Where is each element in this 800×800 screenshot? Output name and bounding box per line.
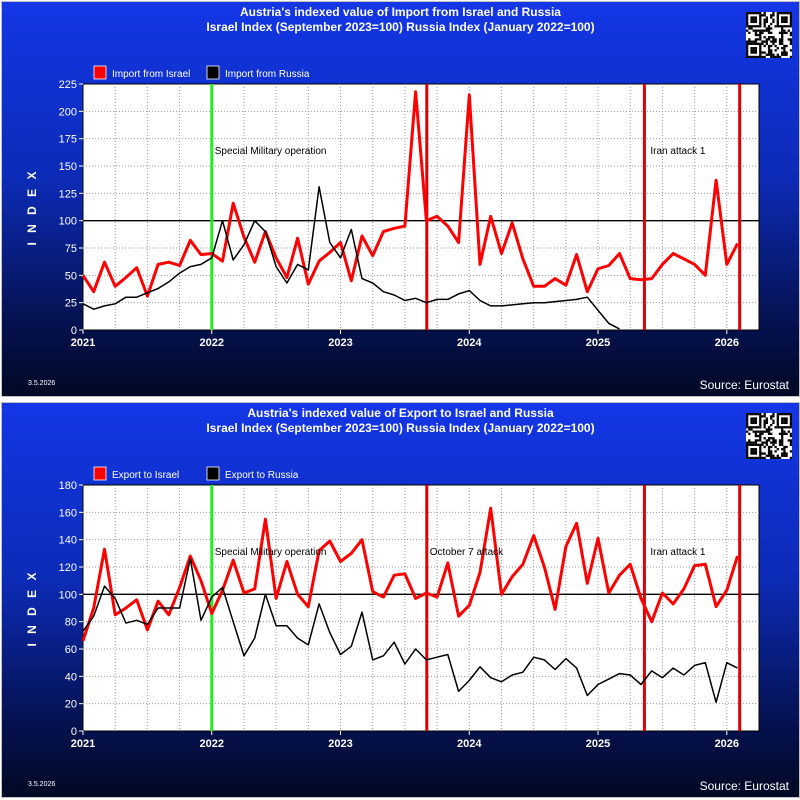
x-tick-label: 2021: [71, 738, 95, 750]
export-chart-svg: Special Military operation October 7 atta…: [25, 466, 760, 750]
legend-entry: Import from Russia: [225, 69, 310, 80]
y-tick-label: 225: [59, 79, 77, 91]
series-line-israel: [81, 506, 739, 642]
event-annotation: October 7 attack: [430, 547, 504, 558]
x-tick-label: 2025: [586, 738, 610, 750]
event-annotation: Iran attack 1: [650, 547, 705, 558]
y-tick-label: 60: [65, 644, 77, 656]
source-label: Source: Eurostat: [699, 779, 789, 793]
legend-entry: Export to Russia: [225, 470, 299, 481]
y-axis-label: I N D E X: [25, 569, 39, 646]
legend-swatch: [93, 65, 107, 80]
x-tick-label: 2026: [715, 337, 739, 349]
chart-subtitle: Israel Index (September 2023=100) Russia…: [206, 20, 595, 34]
y-tick-label: 0: [71, 325, 77, 337]
y-tick-label: 80: [65, 617, 77, 629]
x-tick-label: 2025: [586, 337, 610, 349]
event-annotation: Iran attack 1: [650, 146, 705, 157]
legend-entry: Import from Israel: [112, 69, 190, 80]
qr-code-icon: [746, 413, 792, 459]
y-tick-label: 0: [71, 726, 77, 738]
plot-area: [82, 83, 760, 331]
legend: Import from Israel Import from Russia: [93, 65, 310, 80]
x-tick-label: 2023: [328, 738, 352, 750]
export-chart-panel: Austria's indexed value of Export to Isr…: [1, 402, 800, 798]
grid-lines: [83, 84, 759, 330]
source-label: Source: Eurostat: [699, 378, 789, 392]
chart-title: Austria's indexed value of Export to Isr…: [247, 406, 554, 420]
series-line-russia: [82, 186, 620, 330]
x-tick-label: 2022: [200, 337, 224, 349]
series-line-israel: [81, 90, 739, 298]
y-tick-label: 75: [65, 243, 77, 255]
x-tick-label: 2021: [71, 337, 95, 349]
x-tick-label: 2023: [328, 337, 352, 349]
y-tick-label: 125: [59, 188, 77, 200]
y-tick-label: 160: [59, 507, 77, 519]
x-tick-label: 2024: [457, 738, 482, 750]
series-line-russia: [82, 558, 738, 704]
x-tick-label: 2026: [715, 738, 739, 750]
event-annotation: Special Military operation: [215, 547, 327, 558]
event-annotation: Special Military operation: [215, 146, 327, 157]
import-chart-panel: Austria's indexed value of Import from I…: [1, 1, 800, 397]
y-tick-label: 180: [59, 480, 77, 492]
y-tick-label: 140: [59, 535, 77, 547]
y-tick-label: 150: [59, 161, 77, 173]
import-chart-svg: Special Military operation Iran attack 1 0…: [25, 65, 760, 349]
y-tick-label: 100: [59, 589, 77, 601]
date-label: 3.5.2026: [28, 781, 56, 788]
y-axis-label: I N D E X: [25, 168, 39, 245]
y-tick-label: 25: [65, 298, 77, 310]
y-tick-label: 175: [59, 134, 77, 146]
y-tick-label: 200: [59, 106, 77, 118]
x-tick-label: 2024: [457, 337, 482, 349]
date-label: 3.5.2026: [28, 380, 56, 387]
x-tick-label: 2022: [200, 738, 224, 750]
y-tick-label: 20: [65, 699, 77, 711]
y-tick-label: 40: [65, 671, 77, 683]
y-tick-label: 120: [59, 562, 77, 574]
legend-swatch: [93, 466, 107, 481]
y-tick-label: 50: [65, 270, 77, 282]
y-tick-label: 100: [59, 216, 77, 228]
legend: Export to Israel Export to Russia: [93, 466, 299, 481]
chart-title: Austria's indexed value of Import from I…: [240, 5, 561, 19]
legend-entry: Export to Israel: [112, 470, 179, 481]
qr-code-icon: [746, 12, 792, 58]
chart-subtitle: Israel Index (September 2023=100) Russia…: [206, 421, 595, 435]
legend-swatch: [206, 65, 220, 80]
legend-swatch: [206, 466, 220, 481]
